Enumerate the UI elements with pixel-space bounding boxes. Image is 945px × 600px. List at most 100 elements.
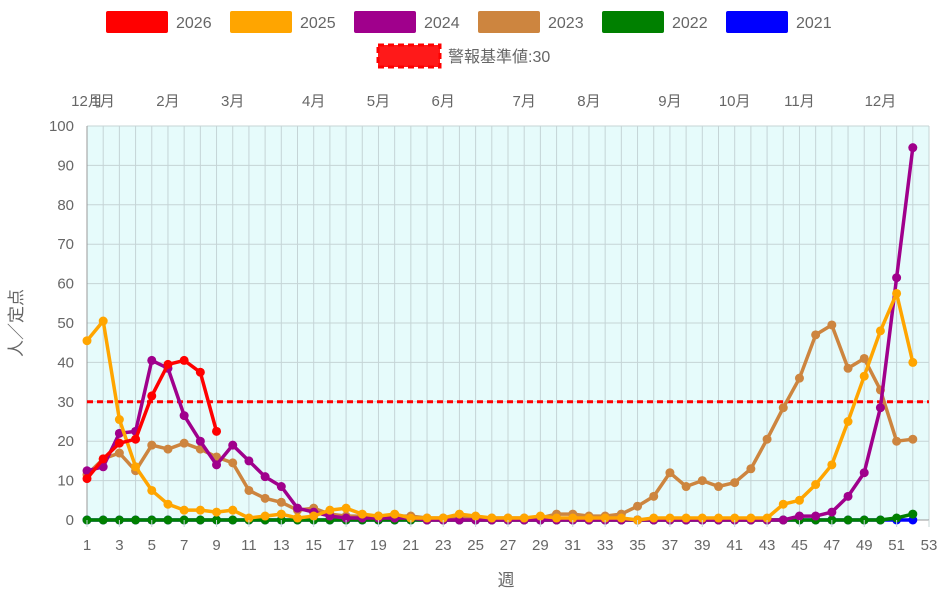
y-tick-label: 50 (57, 315, 74, 332)
data-point (179, 438, 189, 448)
data-point (681, 513, 691, 523)
data-point (859, 468, 869, 478)
month-label: 8月 (577, 93, 600, 110)
data-point (179, 505, 189, 515)
data-point (212, 460, 222, 470)
data-point (665, 513, 675, 523)
month-label: 5月 (367, 93, 390, 110)
x-tick-label: 15 (305, 537, 322, 554)
data-point (778, 515, 788, 525)
data-point (341, 513, 351, 523)
x-axis-title: 週 (498, 571, 515, 590)
legend-swatch (478, 11, 540, 33)
y-tick-label: 10 (57, 473, 74, 490)
x-tick-label: 31 (564, 537, 581, 554)
x-tick-label: 19 (370, 537, 387, 554)
data-point (276, 482, 286, 492)
data-point (762, 434, 772, 444)
data-point (82, 474, 92, 484)
legend-swatch (354, 11, 416, 33)
data-point (697, 476, 707, 486)
data-point (552, 513, 562, 523)
data-point (811, 330, 821, 340)
data-point (98, 462, 108, 472)
data-point (649, 491, 659, 501)
data-point (519, 513, 529, 523)
data-point (892, 513, 902, 523)
data-point (276, 509, 286, 519)
data-point (794, 511, 804, 521)
data-point (195, 367, 205, 377)
y-axis-title: 人／定点 (7, 289, 26, 357)
data-point (859, 371, 869, 381)
x-tick-label: 43 (759, 537, 776, 554)
data-point (147, 355, 157, 365)
data-point (827, 507, 837, 517)
x-tick-label: 13 (273, 537, 290, 554)
legend-item-2024: 2024 (354, 11, 460, 33)
data-point (260, 493, 270, 503)
data-point (195, 505, 205, 515)
x-tick-label: 39 (694, 537, 711, 554)
data-point (843, 363, 853, 373)
x-tick-label: 7 (180, 537, 188, 554)
data-point (730, 478, 740, 488)
data-point (875, 515, 885, 525)
data-point (98, 515, 108, 525)
x-tick-label: 35 (629, 537, 646, 554)
legend-label: 2026 (176, 15, 212, 32)
legend-item-2023: 2023 (478, 11, 584, 33)
data-point (325, 505, 335, 515)
data-point (212, 426, 222, 436)
legend-label: 2024 (424, 15, 460, 32)
y-tick-label: 80 (57, 197, 74, 214)
x-tick-label: 51 (888, 537, 905, 554)
data-point (293, 503, 302, 513)
legend-item-2026: 2026 (106, 11, 212, 33)
data-point (244, 513, 254, 523)
data-point (244, 485, 254, 495)
y-tick-label: 90 (57, 157, 74, 174)
month-label: 12月 (865, 93, 897, 110)
y-tick-label: 70 (57, 236, 74, 253)
legend: 2026 2025 2024 2023 2022 2021 警報基準値:30 (106, 11, 832, 69)
x-tick-label: 33 (597, 537, 614, 554)
x-tick-label: 3 (115, 537, 123, 554)
data-point (212, 507, 222, 517)
y-tick-label: 20 (57, 433, 74, 450)
data-point (195, 515, 205, 525)
data-point (503, 513, 513, 523)
data-point (228, 440, 238, 450)
x-tick-label: 5 (148, 537, 156, 554)
data-point (341, 503, 351, 513)
x-tick-label: 41 (726, 537, 743, 554)
data-point (892, 273, 902, 283)
x-tick-label: 1 (83, 537, 91, 554)
x-tick-label: 25 (467, 537, 484, 554)
data-point (665, 468, 675, 478)
data-point (649, 513, 659, 523)
month-label: 1月 (92, 93, 115, 110)
plot-area (82, 125, 930, 525)
month-label: 4月 (302, 93, 325, 110)
x-tick-label: 53 (921, 537, 938, 554)
data-point (82, 466, 92, 476)
legend-label: 2022 (672, 15, 708, 32)
y-tick-label: 60 (57, 276, 74, 293)
data-point (163, 515, 173, 525)
y-axis: 0 10 20 30 40 50 60 70 80 90 100 (49, 118, 74, 529)
x-tick-label: 17 (338, 537, 355, 554)
data-point (244, 456, 254, 466)
data-point (746, 464, 756, 474)
legend-label: 警報基準値:30 (448, 48, 550, 66)
data-point (179, 411, 189, 421)
data-point (843, 515, 853, 525)
data-point (535, 511, 545, 521)
data-point (843, 491, 853, 501)
month-label: 9月 (658, 93, 681, 110)
data-point (276, 497, 286, 507)
series-2026 (82, 355, 222, 484)
data-point (228, 515, 238, 525)
data-point (260, 511, 270, 521)
